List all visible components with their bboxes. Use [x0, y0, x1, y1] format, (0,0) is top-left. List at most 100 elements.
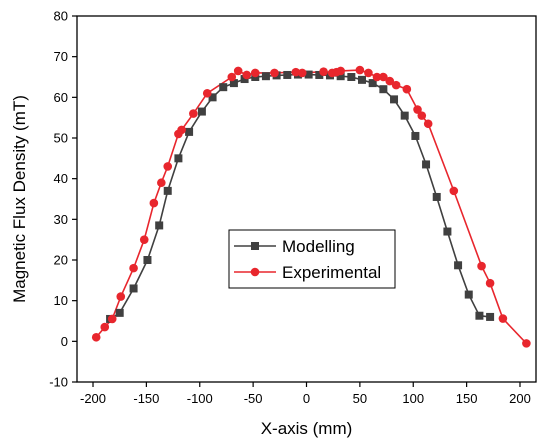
modelling-point — [475, 311, 484, 320]
y-tick-label: 70 — [54, 49, 68, 64]
modelling-point — [358, 75, 367, 84]
modelling-point — [261, 72, 270, 81]
modelling-point — [283, 70, 292, 79]
experimental-point — [372, 72, 382, 82]
y-tick-label: 80 — [54, 9, 68, 24]
experimental-point — [449, 186, 459, 196]
modelling-point — [115, 308, 124, 317]
modelling-point — [219, 83, 228, 92]
modelling-point — [315, 70, 324, 79]
legend-modelling-marker — [251, 242, 259, 250]
x-tick-label: -50 — [244, 391, 263, 406]
experimental-point — [498, 314, 508, 323]
experimental-point — [91, 332, 101, 342]
series-lines — [95, 69, 527, 344]
modelling-point — [229, 79, 238, 88]
experimental-point — [116, 292, 126, 301]
legend-experimental-label: Experimental — [282, 263, 381, 282]
y-tick-label: 40 — [54, 171, 68, 186]
y-tick-label: 0 — [61, 334, 68, 349]
y-axis-title: Magnetic Flux Density (mT) — [10, 95, 29, 303]
experimental-point — [417, 111, 427, 120]
y-tick-label: 30 — [54, 212, 68, 227]
experimental-line — [95, 69, 527, 344]
modelling-point — [486, 312, 495, 321]
modelling-point — [400, 111, 409, 120]
modelling-point — [185, 127, 194, 136]
modelling-point — [163, 186, 172, 195]
legend-experimental-marker — [250, 267, 260, 277]
experimental-point — [139, 235, 149, 244]
x-tick-label: 50 — [353, 391, 367, 406]
experimental-point — [189, 109, 198, 118]
modelling-point — [443, 227, 452, 236]
modelling-point — [240, 75, 249, 84]
x-tick-label: -150 — [133, 391, 159, 406]
modelling-point — [454, 261, 463, 270]
modelling-point — [197, 107, 206, 116]
modelling-point — [432, 192, 441, 201]
experimental-point — [227, 72, 237, 82]
y-tick-label: 60 — [54, 90, 68, 105]
experimental-point — [319, 67, 328, 77]
experimental-point — [364, 68, 373, 78]
x-tick-label: 0 — [303, 391, 310, 406]
experimental-point — [297, 68, 307, 78]
experimental-point — [242, 70, 252, 80]
experimental-point — [477, 261, 486, 271]
experimental-point — [291, 67, 301, 77]
y-tick-label: 20 — [54, 253, 68, 268]
x-tick-label: -200 — [80, 391, 106, 406]
experimental-point — [129, 263, 138, 273]
experimental-point — [202, 88, 212, 98]
legend-items: Modelling Experimental — [234, 237, 381, 282]
experimental-point — [423, 119, 433, 129]
modelling-point — [143, 256, 152, 264]
legend-modelling-label: Modelling — [282, 237, 355, 256]
x-tick-label: -100 — [187, 391, 213, 406]
modelling-point — [155, 221, 164, 230]
experimental-point — [250, 68, 260, 78]
x-tick-label: 100 — [402, 391, 424, 406]
y-tick-label: -10 — [49, 375, 68, 390]
experimental-point — [402, 84, 412, 94]
experimental-point — [355, 65, 365, 75]
experimental-point — [391, 80, 401, 90]
modelling-point — [304, 70, 313, 79]
experimental-point — [336, 66, 345, 76]
legend-box — [228, 229, 396, 289]
experimental-point — [413, 105, 422, 114]
series-markers — [91, 65, 531, 348]
experimental-point — [233, 66, 243, 76]
modelling-point — [129, 284, 138, 293]
legend: Modelling Experimental — [228, 229, 396, 289]
modelling-point — [422, 160, 431, 169]
experimental-point — [485, 278, 495, 288]
x-axis-ticks: -200 -150 -100 -50 0 50 100 150 200 — [80, 382, 531, 406]
modelling-point — [174, 154, 183, 163]
modelling-point — [390, 95, 399, 104]
experimental-point — [100, 322, 110, 332]
experimental-point — [379, 72, 388, 82]
experimental-point — [149, 198, 159, 208]
y-axis-ticks: -10 0 10 20 30 40 50 60 70 80 — [49, 9, 77, 390]
x-axis-title: X-axis (mm) — [261, 419, 353, 438]
modelling-point — [368, 79, 377, 88]
x-tick-label: 150 — [456, 391, 478, 406]
experimental-point — [522, 339, 531, 348]
experimental-point — [157, 178, 166, 188]
modelling-point — [464, 290, 473, 299]
experimental-point — [270, 68, 279, 78]
modelling-point — [208, 93, 217, 102]
modelling-point — [411, 131, 420, 140]
x-tick-label: 200 — [509, 391, 531, 406]
y-tick-label: 50 — [54, 131, 68, 146]
modelling-point — [347, 73, 356, 81]
experimental-point — [385, 76, 395, 86]
experimental-point — [163, 162, 173, 171]
y-tick-label: 10 — [54, 293, 68, 308]
experimental-point — [107, 314, 117, 324]
modelling-point — [336, 72, 345, 81]
modelling-point — [379, 85, 388, 94]
